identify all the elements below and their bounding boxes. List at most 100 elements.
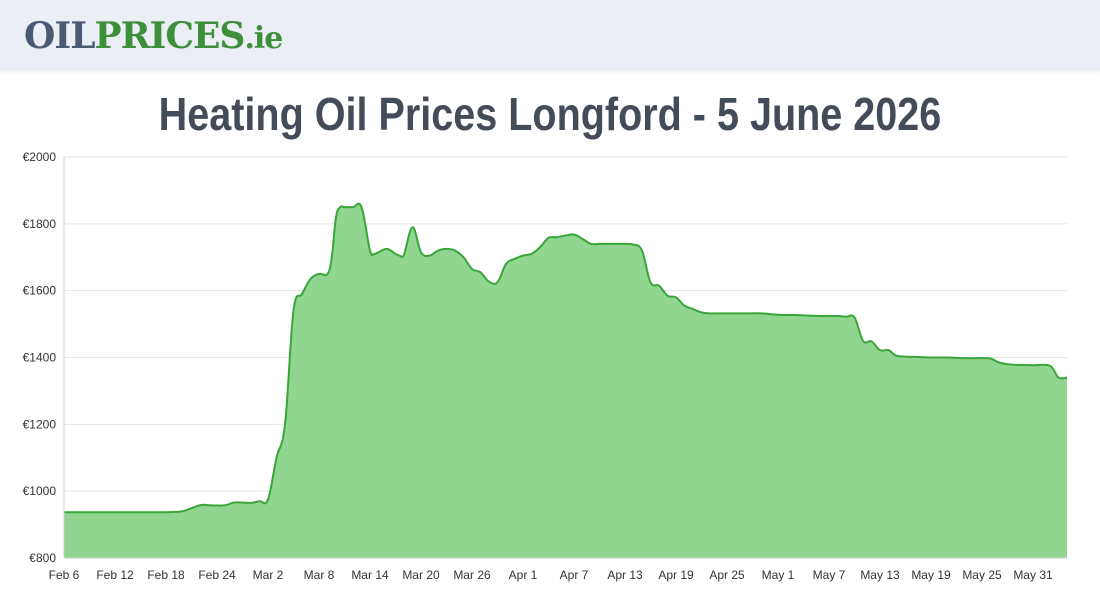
- data-point: [776, 313, 780, 317]
- data-point: [564, 234, 568, 238]
- data-point: [300, 292, 304, 296]
- data-point: [793, 313, 797, 317]
- x-tick-labels: Feb 6 Feb 12 Feb 18 Feb 24 Mar 2 Mar 8 Mar 14 M…: [49, 568, 1053, 582]
- data-point: [334, 215, 338, 219]
- x-tick-label: May 19: [911, 568, 951, 582]
- x-tick-label: Mar 2: [253, 568, 284, 582]
- x-tick-label: May 25: [962, 568, 1002, 582]
- data-point: [173, 510, 177, 514]
- data-point: [810, 314, 814, 318]
- data-point: [700, 310, 704, 314]
- logo-tld-text: .ie: [244, 21, 283, 56]
- data-point: [479, 270, 483, 274]
- data-point: [632, 243, 636, 247]
- data-point: [861, 339, 865, 343]
- data-point: [742, 311, 746, 315]
- data-point: [283, 422, 287, 426]
- data-point: [292, 309, 296, 313]
- data-point: [338, 205, 342, 209]
- data-point: [1006, 362, 1010, 366]
- data-point: [394, 252, 398, 256]
- data-point: [419, 250, 423, 254]
- data-point: [844, 315, 848, 319]
- data-point: [398, 254, 402, 258]
- data-point: [317, 272, 321, 276]
- data-point: [181, 509, 185, 513]
- data-point: [360, 205, 364, 209]
- y-tick-label: €800: [29, 551, 56, 565]
- data-point: [683, 304, 687, 308]
- data-point: [105, 510, 109, 514]
- data-point: [980, 356, 984, 360]
- x-tick-label: May 1: [762, 568, 795, 582]
- data-point: [147, 510, 151, 514]
- data-point: [581, 237, 585, 241]
- x-tick-label: Feb 12: [96, 568, 134, 582]
- x-tick-label: May 7: [813, 568, 846, 582]
- data-point: [836, 314, 840, 318]
- y-tick-label: €1400: [23, 351, 57, 365]
- data-point: [674, 295, 678, 299]
- data-point: [870, 339, 874, 343]
- data-point: [895, 354, 899, 358]
- data-point: [207, 503, 211, 507]
- price-line: [63, 202, 1068, 514]
- data-point: [521, 254, 525, 258]
- data-point: [368, 249, 372, 253]
- y-tick-label: €1800: [23, 217, 57, 231]
- y-tick-label: €2000: [23, 150, 57, 164]
- data-point: [351, 205, 355, 209]
- data-point: [759, 311, 763, 315]
- y-tick-label: €1200: [23, 417, 57, 431]
- data-point: [853, 315, 857, 319]
- x-tick-label: Mar 8: [304, 568, 335, 582]
- x-tick-label: Mar 20: [402, 568, 440, 582]
- data-point: [470, 267, 474, 271]
- data-point: [385, 247, 389, 251]
- data-point: [1031, 363, 1035, 367]
- data-point: [547, 236, 551, 240]
- data-point: [827, 314, 831, 318]
- data-point: [572, 233, 576, 237]
- x-tick-label: Apr 7: [560, 568, 589, 582]
- data-point: [912, 355, 916, 359]
- data-point: [946, 356, 950, 360]
- data-point: [504, 262, 508, 266]
- data-point: [615, 242, 619, 246]
- data-point: [691, 307, 695, 311]
- price-area-fill: [64, 203, 1067, 559]
- data-point: [258, 499, 262, 503]
- y-tick-label: €1600: [23, 284, 57, 298]
- data-point: [343, 205, 347, 209]
- price-area: [63, 202, 1069, 559]
- data-point: [530, 252, 534, 256]
- site-header: OILPRICES.ie: [0, 0, 1100, 70]
- data-point: [997, 361, 1001, 365]
- data-point: [929, 356, 933, 360]
- data-point: [1065, 376, 1069, 380]
- y-tick-label: €1000: [23, 484, 57, 498]
- data-point: [555, 235, 559, 239]
- data-point: [887, 348, 891, 352]
- data-point: [496, 280, 500, 284]
- page-title: Heating Oil Prices Longford - 5 June 202…: [158, 88, 942, 140]
- y-tick-labels: €800 €1000 €1200 €1400 €1600 €1800 €2000: [23, 150, 57, 565]
- data-point: [640, 249, 644, 253]
- data-point: [249, 501, 253, 505]
- data-point: [878, 348, 882, 352]
- data-point: [487, 280, 491, 284]
- data-point: [725, 311, 729, 315]
- x-tick-label: Feb 6: [49, 568, 80, 582]
- data-point: [436, 249, 440, 253]
- data-point: [164, 510, 168, 514]
- x-tick-label: Feb 24: [198, 568, 236, 582]
- data-point: [989, 357, 993, 361]
- data-point: [1048, 364, 1052, 368]
- data-point: [1057, 376, 1061, 380]
- data-point: [623, 242, 627, 246]
- x-tick-label: May 31: [1013, 568, 1053, 582]
- logo-prices-text: PRICES: [94, 15, 246, 57]
- x-tick-label: Feb 18: [147, 568, 185, 582]
- data-point: [453, 249, 457, 253]
- site-logo[interactable]: OILPRICES.ie: [24, 14, 283, 61]
